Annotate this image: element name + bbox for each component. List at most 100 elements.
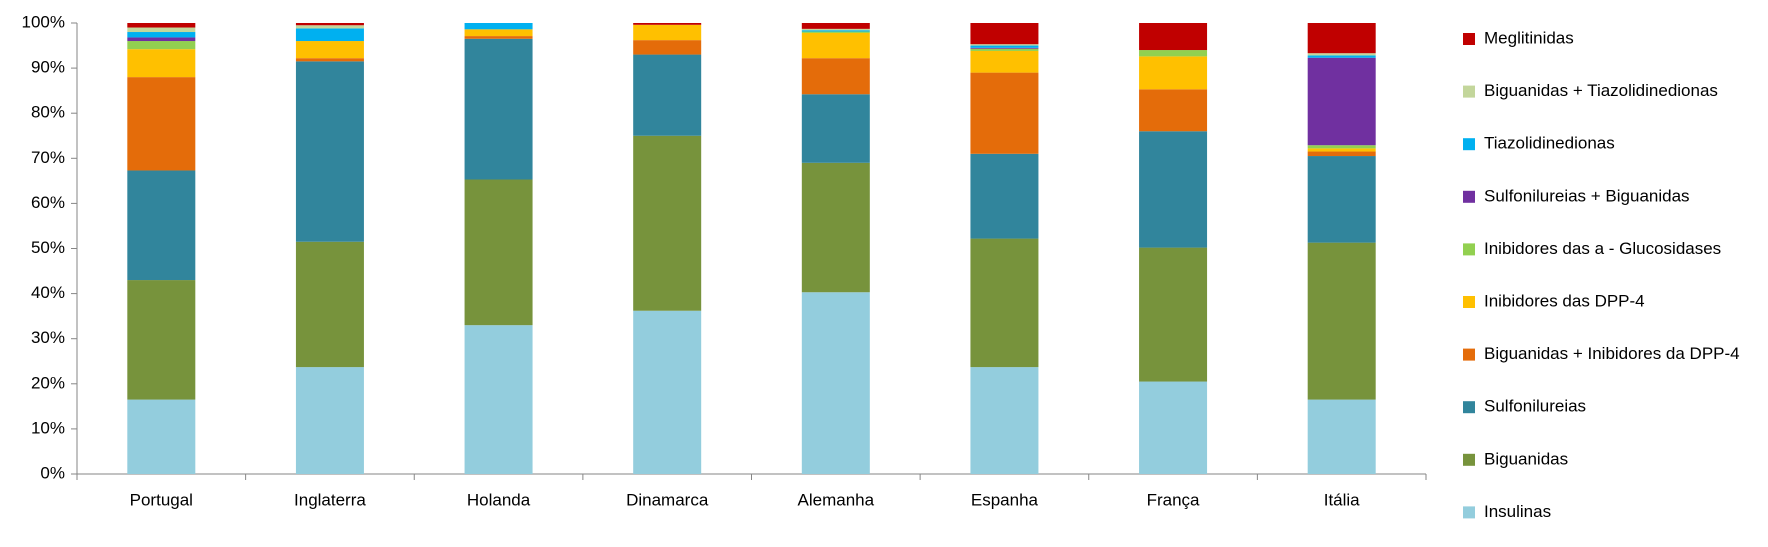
bar-segment: [801, 32, 870, 59]
bar-segment: [295, 41, 364, 59]
bar-segment: [970, 238, 1039, 368]
bar-segment: [127, 49, 196, 78]
bar-segment: [127, 170, 196, 281]
bar-segment: [464, 29, 533, 37]
y-tick-label: 70%: [31, 148, 65, 167]
bar-segment: [1307, 145, 1376, 149]
x-tick-label: Espanha: [971, 490, 1039, 509]
bar-segment: [295, 28, 364, 42]
bar-segment: [1307, 148, 1376, 152]
legend-label: Insulinas: [1484, 502, 1551, 521]
bar-segment: [970, 153, 1039, 239]
legend-label: Inibidores das a - Glucosidases: [1484, 239, 1721, 258]
bar-segment: [1139, 89, 1208, 132]
bar-segment: [1139, 131, 1208, 248]
bar-segment: [464, 23, 533, 30]
legend-swatch: [1463, 138, 1475, 151]
bar-segment: [1307, 53, 1376, 56]
bar-segment: [970, 23, 1039, 45]
y-tick-label: 60%: [31, 193, 65, 212]
legend-swatch: [1463, 296, 1475, 308]
bar-segment: [970, 367, 1039, 474]
legend-label: Inibidores das DPP-4: [1484, 291, 1645, 310]
legend-label: Biguanidas + Inibidores da DPP-4: [1484, 344, 1740, 363]
x-tick-label: Itália: [1324, 490, 1360, 509]
bar-segment: [127, 280, 196, 400]
bar-segment: [970, 44, 1039, 46]
bar-segment: [295, 61, 364, 242]
legend-label: Sulfonilureias + Biguanidas: [1484, 186, 1690, 205]
bar-segment: [801, 94, 870, 163]
legend-swatch: [1463, 401, 1475, 414]
y-tick-label: 40%: [31, 283, 65, 302]
legend-label: Tiazolidinedionas: [1484, 134, 1615, 153]
y-tick-label: 80%: [31, 103, 65, 122]
bar-segment: [801, 30, 870, 32]
bar-segment: [1307, 55, 1376, 58]
bar-segment: [127, 41, 196, 50]
legend-swatch: [1463, 243, 1475, 256]
y-tick-label: 30%: [31, 328, 65, 347]
bar-segment: [1139, 381, 1208, 474]
bar-segment: [970, 72, 1039, 154]
bar-segment: [1307, 23, 1376, 54]
legend-label: Biguanidas: [1484, 449, 1568, 468]
x-tick-label: Portugal: [130, 490, 193, 509]
legend-swatch: [1463, 33, 1475, 45]
bar-segment: [1307, 242, 1376, 400]
bar-segment: [633, 40, 702, 55]
bar-segment: [464, 325, 533, 474]
legend-swatch: [1463, 453, 1475, 466]
legend-swatch: [1463, 85, 1475, 98]
x-tick-label: França: [1147, 490, 1200, 509]
bar-segment: [801, 58, 870, 95]
legend-swatch: [1463, 506, 1475, 519]
y-tick-label: 50%: [31, 238, 65, 257]
y-tick-label: 0%: [40, 463, 65, 482]
bar-segment: [1307, 399, 1376, 474]
x-tick-label: Alemanha: [798, 490, 875, 509]
bar-segment: [127, 77, 196, 171]
bar-segment: [127, 399, 196, 474]
bar-segment: [1139, 56, 1208, 90]
bar-segment: [1307, 57, 1376, 146]
x-tick-label: Dinamarca: [626, 490, 709, 509]
x-tick-label: Inglaterra: [294, 490, 366, 509]
y-tick-label: 90%: [31, 58, 65, 77]
bar-segment: [801, 28, 870, 31]
bar-segment: [970, 48, 1039, 51]
bar-segment: [633, 54, 702, 136]
bar-segment: [1307, 156, 1376, 243]
x-tick-label: Holanda: [467, 490, 531, 509]
bar-segment: [970, 50, 1039, 73]
y-tick-label: 10%: [31, 418, 65, 437]
bar-segment: [1139, 23, 1208, 51]
y-tick-label: 20%: [31, 373, 65, 392]
bar-segment: [127, 23, 196, 28]
bar-segment: [464, 179, 533, 326]
y-tick-label: 100%: [22, 12, 65, 31]
legend-swatch: [1463, 190, 1475, 203]
legend-label: Meglitinidas: [1484, 28, 1574, 47]
bar-segment: [464, 36, 533, 39]
bar-segment: [801, 162, 870, 293]
bar-segment: [801, 292, 870, 474]
bar-segment: [633, 310, 702, 474]
bar-segment: [295, 241, 364, 368]
bar-segment: [127, 37, 196, 42]
bar-segment: [127, 32, 196, 38]
bar-segment: [127, 27, 196, 33]
bar-segment: [801, 31, 870, 33]
bar-segment: [464, 38, 533, 180]
bar-segment: [633, 24, 702, 41]
legend-swatch: [1463, 348, 1475, 361]
bar-segment: [1139, 247, 1208, 382]
bar-segment: [295, 25, 364, 29]
legend-label: Biguanidas + Tiazolidinedionas: [1484, 81, 1718, 100]
bar-segment: [970, 45, 1039, 48]
bar-segment: [633, 23, 702, 25]
bar-segment: [633, 135, 702, 311]
bar-segment: [801, 23, 870, 29]
